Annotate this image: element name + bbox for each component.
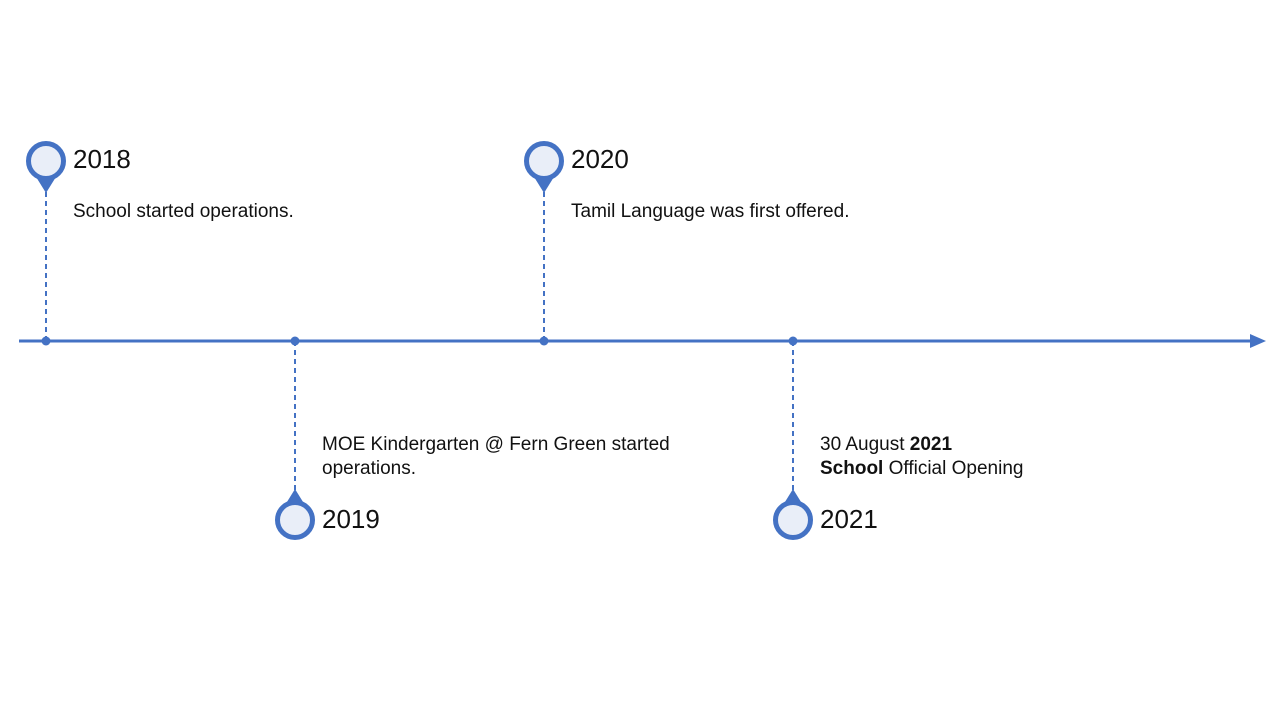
- event-title-strong: School: [820, 458, 884, 479]
- event-year-2019: 2019: [322, 504, 380, 534]
- event-title-rest: Official Opening: [883, 458, 1024, 479]
- description-line: MOE Kindergarten @ Fern Green started: [322, 434, 670, 455]
- event-date-prefix: 30 August: [820, 434, 910, 455]
- event-description-2020: Tamil Language was first offered.: [571, 200, 849, 224]
- description-line: operations.: [322, 458, 417, 479]
- map-pin-icon: [275, 489, 315, 540]
- timeline-arrowhead: [1250, 334, 1266, 348]
- map-pin-icon: [773, 489, 813, 540]
- axis-dot-2019: [290, 336, 300, 346]
- description-line: Tamil Language was first offered.: [571, 201, 850, 222]
- event-year-2021: 2021: [820, 504, 878, 534]
- axis-dot-2020: [539, 336, 549, 346]
- map-pin-icon: [524, 141, 564, 193]
- axis-dot-2018: [41, 336, 51, 346]
- map-pin-icon: [26, 141, 66, 193]
- event-date-line: 30 August 2021: [820, 433, 1023, 457]
- axis-dot-2021: [788, 336, 798, 346]
- event-date-year: 2021: [909, 434, 953, 455]
- description-line: School started operations.: [73, 201, 294, 222]
- event-description-2019: MOE Kindergarten @ Fern Green started op…: [322, 433, 670, 481]
- event-description-2018: School started operations.: [73, 200, 294, 224]
- event-description-2021: 30 August 2021 School Official Opening: [820, 433, 1023, 481]
- event-title-line: School Official Opening: [820, 457, 1023, 481]
- event-year-2020: 2020: [571, 144, 629, 174]
- event-year-2018: 2018: [73, 144, 131, 174]
